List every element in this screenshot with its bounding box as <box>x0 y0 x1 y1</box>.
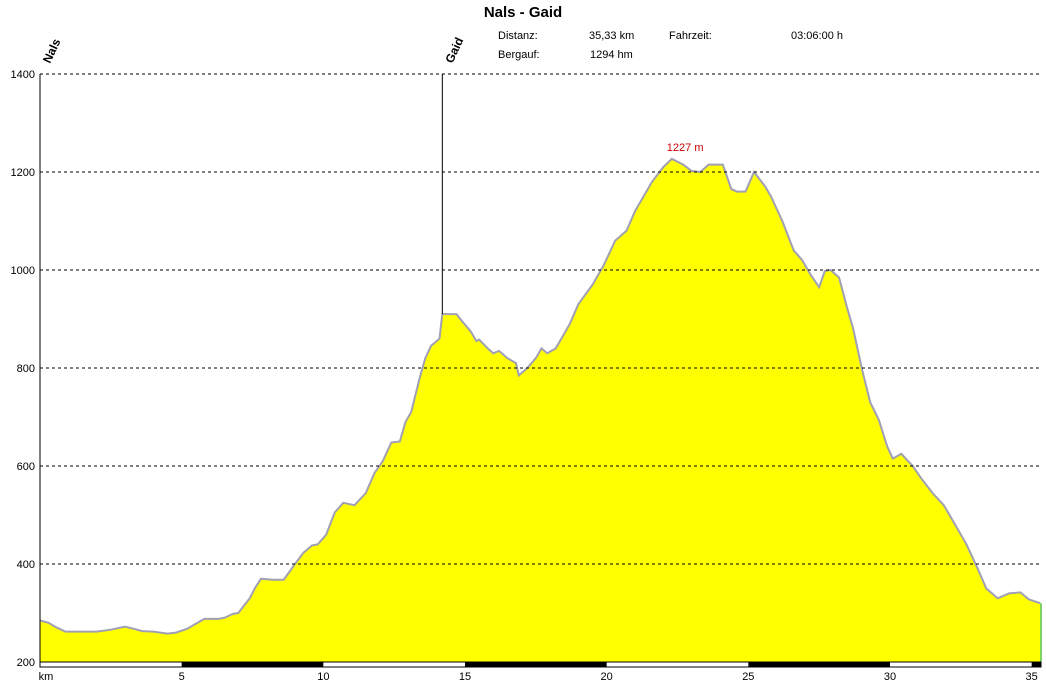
y-tick-label-1000: 1000 <box>11 265 35 277</box>
distance-label: Distanz: <box>498 30 538 42</box>
peak-elevation-label: 1227 m <box>667 142 704 154</box>
time-value: 03:06:00 h <box>791 30 843 42</box>
elevation-line <box>39 157 1041 635</box>
ascent-value: 1294 hm <box>590 49 633 61</box>
waypoint-label-gaid: Gaid <box>442 35 466 65</box>
y-tick-label-600: 600 <box>17 461 35 473</box>
x-tick-label-10: 10 <box>317 671 329 683</box>
y-tick-label-400: 400 <box>17 559 35 571</box>
x-tick-label-15: 15 <box>459 671 471 683</box>
x-axis-band-2 <box>464 662 607 667</box>
time-label: Fahrzeit: <box>669 30 712 42</box>
chart-title: Nals - Gaid <box>483 4 563 21</box>
x-axis-label: km <box>39 671 54 683</box>
x-axis-band-4 <box>1031 662 1041 667</box>
y-tick-label-800: 800 <box>17 363 35 375</box>
y-tick-label-1400: 1400 <box>11 69 35 81</box>
x-tick-label-30: 30 <box>884 671 896 683</box>
distance-value: 35,33 km <box>589 30 635 42</box>
x-tick-label-25: 25 <box>742 671 754 683</box>
ascent-label: Bergauf: <box>498 49 540 61</box>
x-tick-label-20: 20 <box>601 671 613 683</box>
x-tick-label-5: 5 <box>179 671 185 683</box>
y-tick-label-1200: 1200 <box>11 167 35 179</box>
elevation-area <box>40 158 1041 663</box>
y-tick-label-200: 200 <box>17 657 35 669</box>
x-axis-band-3 <box>748 662 890 667</box>
x-tick-label-35: 35 <box>1026 671 1038 683</box>
x-axis-band-1 <box>181 662 324 667</box>
waypoint-label-nals: Nals <box>40 36 64 65</box>
